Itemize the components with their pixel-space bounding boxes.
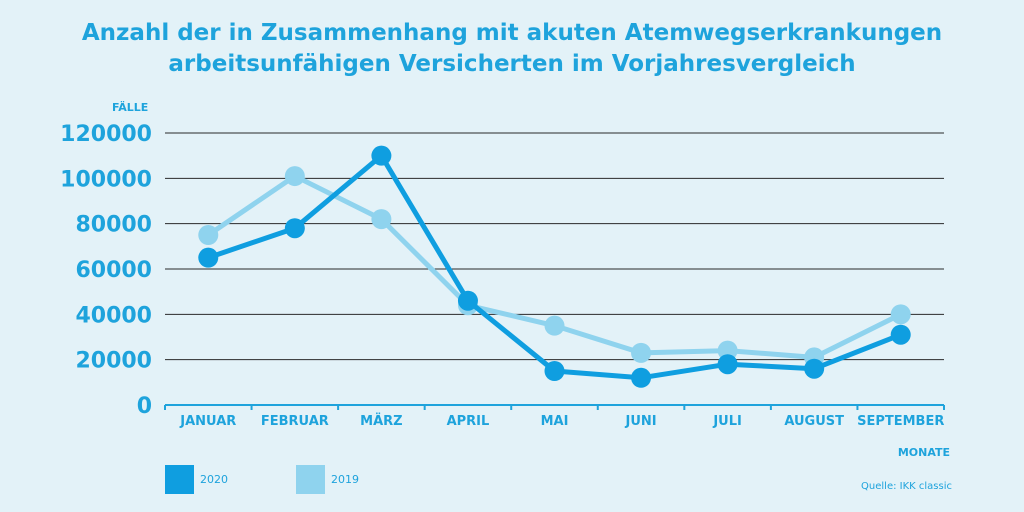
x-tick-label: MAI (541, 414, 569, 429)
data-point-2020 (717, 354, 738, 375)
data-point-2019 (631, 342, 652, 363)
legend-label-2020: 2020 (200, 473, 228, 486)
y-axis-label: FÄLLE (112, 100, 148, 114)
x-tick-label: FEBRUAR (261, 414, 329, 429)
data-point-2020 (544, 361, 565, 381)
legend-swatch-2020 (165, 465, 194, 494)
x-tick-label: APRIL (447, 414, 490, 429)
y-tick-label: 40000 (75, 303, 152, 328)
chart-title-line-2: arbeitsunfähigen Versicherten im Vorjahr… (168, 51, 856, 77)
x-tick-label: SEPTEMBER (857, 414, 944, 429)
y-tick-label: 120000 (60, 122, 152, 147)
y-tick-label: 80000 (75, 213, 152, 238)
data-point-2020 (631, 367, 652, 388)
legend-item-2019: 2019 (296, 465, 359, 494)
x-tick-label: AUGUST (784, 414, 844, 429)
data-point-2019 (544, 315, 565, 336)
x-tick-label: MÄRZ (360, 413, 402, 429)
data-point-2020 (371, 145, 392, 166)
data-point-2019 (371, 209, 392, 230)
x-tick-label: JUNI (624, 414, 656, 429)
series-line-2020 (205, 153, 904, 381)
x-tick-label: JANUAR (179, 414, 236, 429)
legend-item-2020: 2020 (165, 465, 228, 494)
data-point-2019 (284, 166, 305, 187)
x-axis-label: MONATE (898, 446, 950, 459)
data-point-2020 (804, 358, 825, 379)
data-point-2020 (890, 324, 911, 345)
y-tick-label: 60000 (75, 258, 152, 283)
legend-swatch-2019 (296, 465, 325, 494)
data-point-2019 (890, 304, 911, 325)
data-point-2019 (198, 225, 219, 245)
legend-label-2019: 2019 (331, 473, 359, 486)
y-tick-label: 100000 (60, 167, 152, 192)
y-tick-label: 0 (137, 394, 152, 419)
data-point-2020 (284, 218, 305, 239)
data-point-2020 (198, 247, 219, 268)
data-point-2020 (457, 290, 478, 311)
chart-title-line-1: Anzahl der in Zusammenhang mit akuten At… (81, 20, 943, 46)
x-tick-label: JULI (712, 414, 742, 429)
y-tick-label: 20000 (75, 349, 152, 374)
source-note: Quelle: IKK classic (861, 481, 952, 492)
